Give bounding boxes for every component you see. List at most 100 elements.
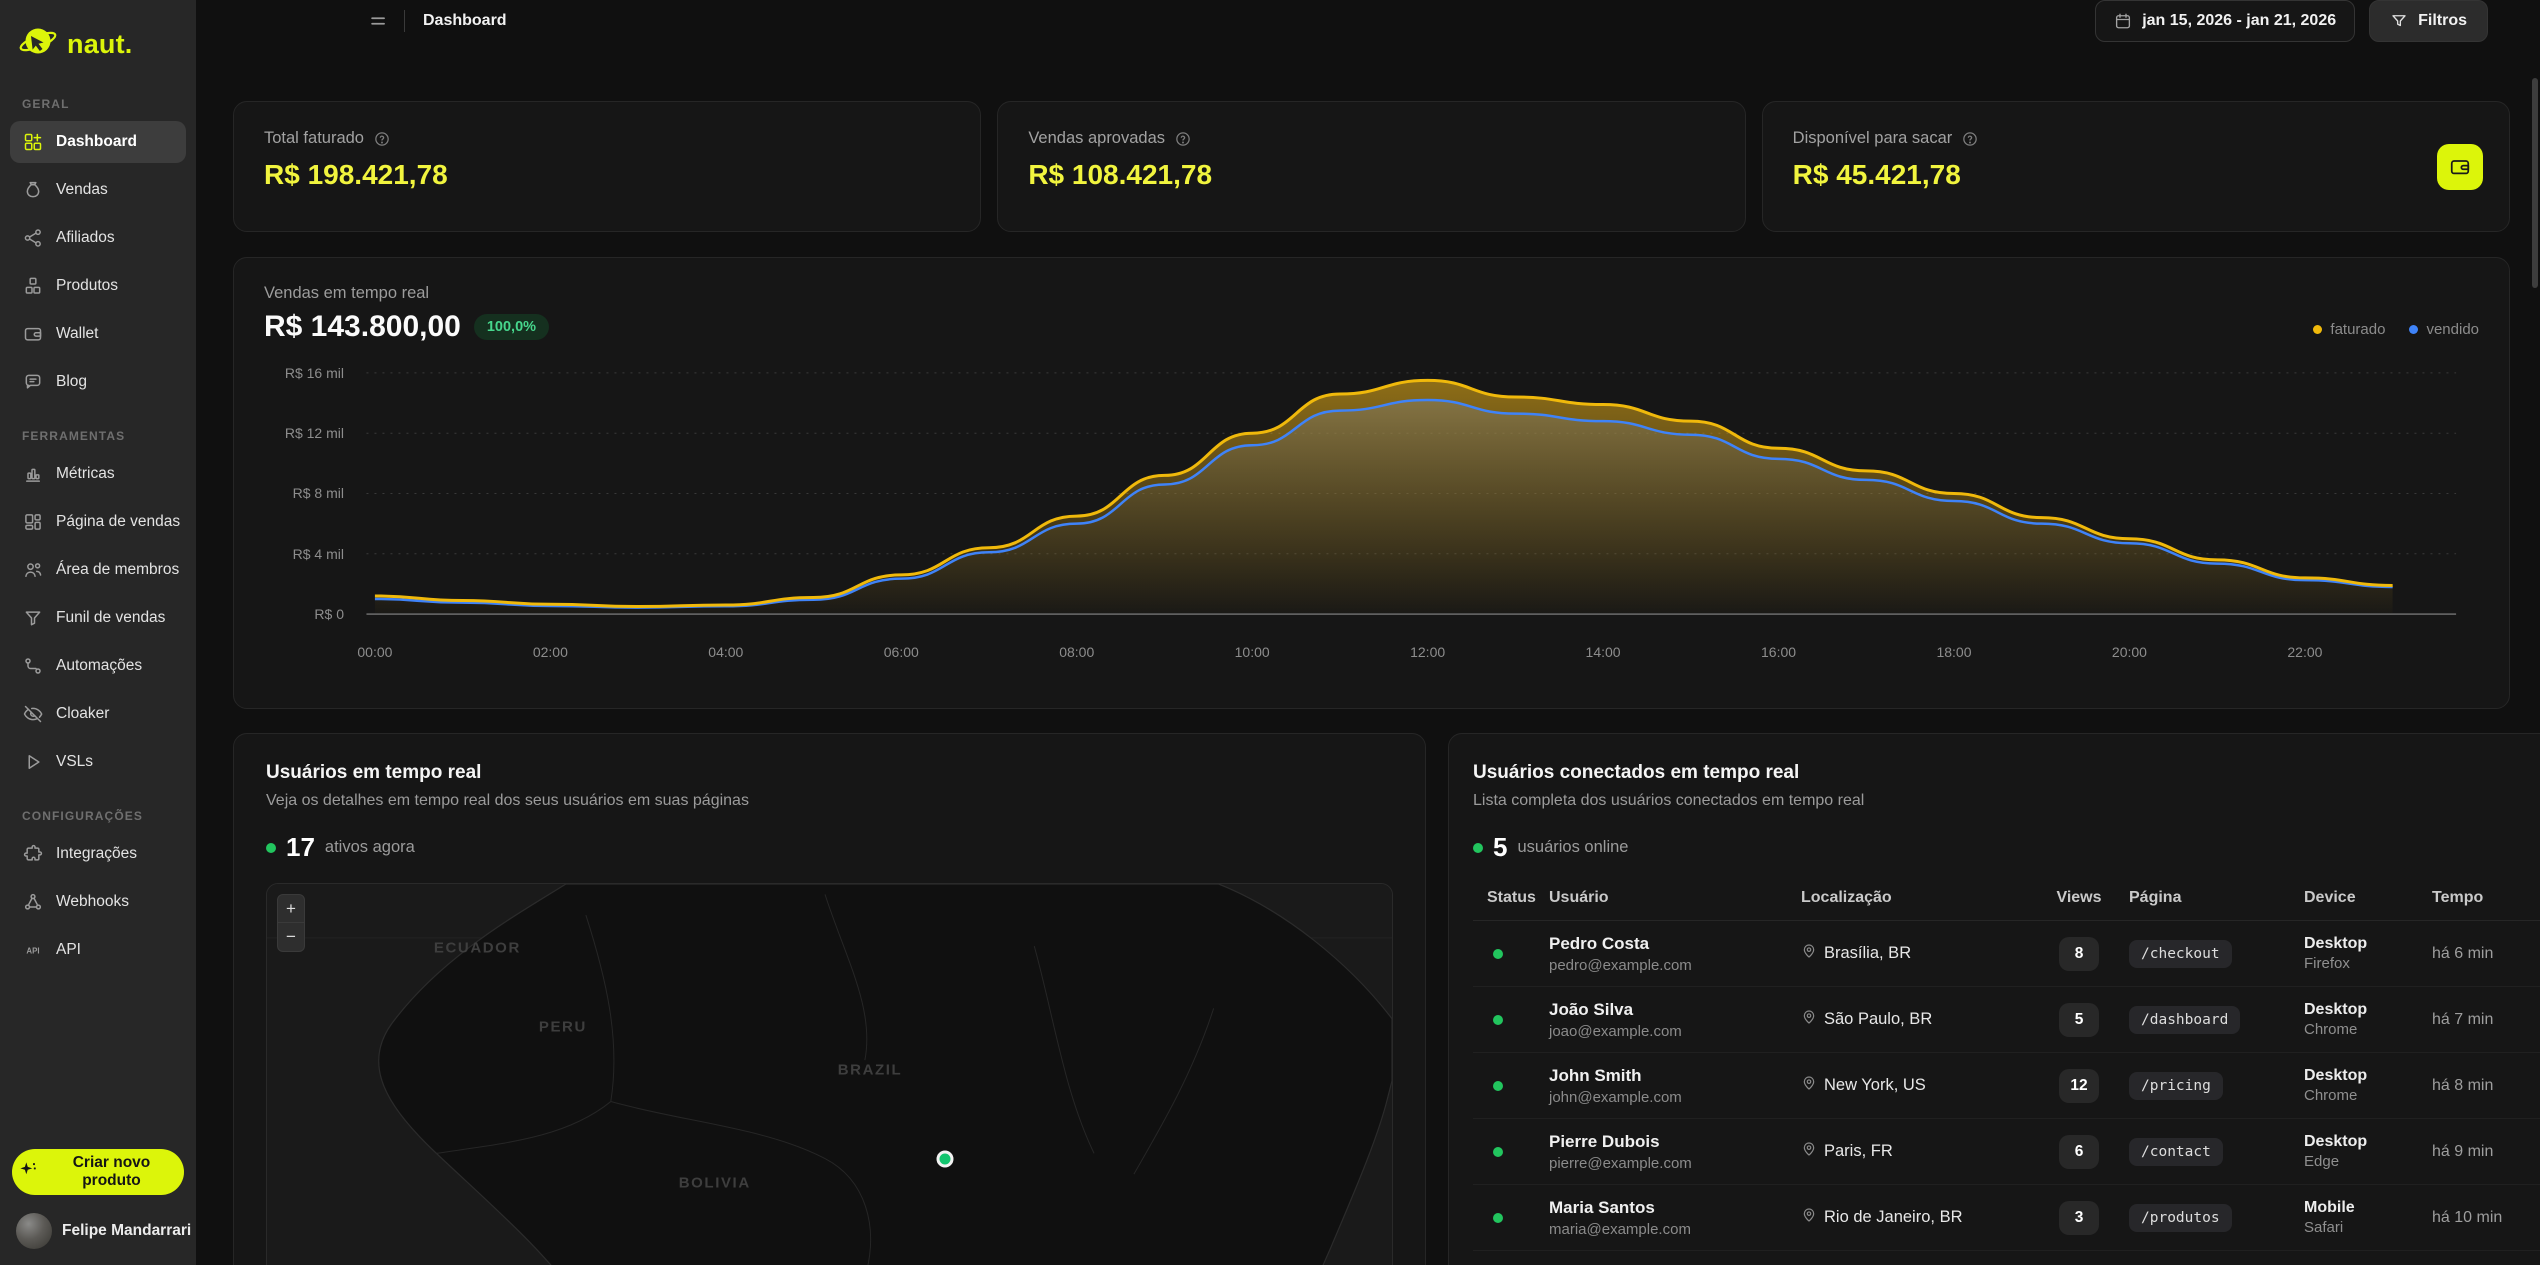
sidebar-item-dashboard[interactable]: Dashboard [10, 121, 186, 163]
filter-icon [2392, 15, 2406, 27]
bottom-row: Usuários em tempo real Veja os detalhes … [233, 733, 2540, 1265]
legend-label: vendido [2426, 321, 2479, 338]
device-type: Desktop [2304, 1067, 2368, 1084]
legend-item-faturado[interactable]: faturado [2313, 321, 2385, 338]
device-cell: Desktop Chrome [2304, 1067, 2432, 1104]
connected-users-card: Usuários conectados em tempo real Lista … [1448, 733, 2540, 1265]
sidebar-item-label: Webhooks [56, 893, 129, 910]
sidebar-item-funil-de-vendas[interactable]: Funil de vendas [10, 597, 186, 639]
zoom-in-button[interactable]: + [278, 895, 304, 923]
online-users-count: 5 [1493, 832, 1508, 862]
user-email: joao@example.com [1549, 1022, 1682, 1040]
map-country-label-ecuador: ECUADOR [433, 939, 521, 957]
sidebar-item-pagina-de-vendas[interactable]: Página de vendas [10, 501, 186, 543]
legend-dot [2409, 325, 2419, 334]
vendas-icon [23, 180, 43, 200]
page-cell: /contact [2129, 1137, 2304, 1166]
y-tick-label: R$ 8 mil [292, 485, 344, 502]
topbar: Dashboard jan 15, 2026 - jan 21, 2026 Fi… [196, 0, 2540, 42]
sidebar-item-label: VSLs [56, 753, 94, 770]
sidebar-item-blog[interactable]: Blog [10, 361, 186, 403]
connected-users-subtitle: Lista completa dos usuários conectados e… [1473, 792, 1865, 809]
page-cell: /produtos [2129, 1203, 2304, 1232]
map-pin-icon [1801, 1207, 1817, 1228]
date-range-button[interactable]: jan 15, 2026 - jan 21, 2026 [2095, 0, 2356, 42]
sidebar-item-wallet[interactable]: Wallet [10, 313, 186, 355]
active-users-suffix: ativos agora [324, 838, 415, 856]
table-header: Status Usuário Localização Views Página Devic… [1473, 875, 2540, 921]
page-cell: /dashboard [2129, 1005, 2304, 1034]
user-location-marker[interactable] [936, 1150, 954, 1168]
sidebar-toggle-icon[interactable] [368, 10, 390, 32]
column-header-pagina: Página [2129, 888, 2182, 906]
map-pin-icon [1801, 1075, 1817, 1096]
zoom-out-button[interactable]: − [286, 927, 296, 946]
sidebar-item-label: Wallet [56, 325, 99, 342]
automacoes-icon [23, 656, 43, 676]
chart-canvas[interactable] [358, 358, 2473, 626]
stat-value: R$ 45.421,78 [1792, 159, 1961, 190]
dashboard-icon [23, 132, 43, 152]
y-tick-label: R$ 16 mil [284, 364, 344, 381]
integracoes-icon [23, 844, 43, 864]
online-status-dot [1473, 842, 1483, 853]
sidebar-item-integracoes[interactable]: Integrações [10, 833, 186, 875]
sidebar-item-label: Métricas [56, 465, 115, 482]
views-badge: 8 [2059, 936, 2099, 971]
time-ago: há 6 min [2432, 944, 2494, 962]
connected-users-title: Usuários conectados em tempo real [1473, 762, 1800, 783]
stat-value: R$ 108.421,78 [1028, 159, 1213, 190]
sidebar-item-automacoes[interactable]: Automações [10, 645, 186, 687]
stat-value: R$ 198.421,78 [264, 159, 448, 190]
nav-section-label-geral: GERAL [22, 97, 70, 111]
device-type: Mobile [2304, 1199, 2355, 1216]
help-icon[interactable] [1174, 130, 1192, 148]
legend-item-vendido[interactable]: vendido [2409, 321, 2479, 338]
sidebar-item-cloaker[interactable]: Cloaker [10, 693, 186, 735]
sidebar-item-vendas[interactable]: Vendas [10, 169, 186, 211]
column-header-views: Views [2056, 888, 2102, 906]
create-product-button[interactable]: Criar novo produto [12, 1149, 184, 1195]
world-map[interactable]: + − ECUADOR PERU BRAZIL BOLIVIA [266, 883, 1393, 1265]
views-badge: 3 [2059, 1200, 2099, 1235]
user-name: Felipe Mandarrari [62, 1222, 192, 1239]
help-icon[interactable] [373, 130, 391, 148]
status-dot [1493, 1014, 1503, 1025]
table-body: Pedro Costa pedro@example.com Brasília, BR… [1473, 921, 2540, 1251]
page-cell: /pricing [2129, 1071, 2304, 1100]
views-cell: 5 [2029, 1002, 2129, 1037]
column-header-status: Status [1487, 888, 1536, 906]
sidebar-item-api[interactable]: API API [10, 929, 186, 971]
user-cell: Pedro Costa pedro@example.com [1549, 934, 1801, 974]
filters-label: Filtros [2418, 12, 2467, 29]
status-dot [1493, 948, 1503, 959]
sidebar-item-afiliados[interactable]: Afiliados [10, 217, 186, 259]
device-type: Desktop [2304, 935, 2368, 952]
sidebar-item-vsls[interactable]: VSLs [10, 741, 186, 783]
sidebar-item-webhooks[interactable]: Webhooks [10, 881, 186, 923]
withdraw-button[interactable] [2436, 143, 2483, 190]
stat-card-total-faturado: Total faturado R$ 198.421,78 [233, 101, 982, 232]
nav-section-label-configuracoes: CONFIGURAÇÕES [22, 809, 143, 823]
sidebar-item-metricas[interactable]: Métricas [10, 453, 186, 495]
sidebar-item-area-de-membros[interactable]: Área de membros [10, 549, 186, 591]
help-icon[interactable] [1961, 130, 1979, 148]
filters-button[interactable]: Filtros [2369, 0, 2488, 42]
sidebar-item-label: Blog [56, 373, 88, 390]
sidebar-item-label: Cloaker [56, 705, 110, 722]
device-browser: Firefox [2304, 955, 2350, 972]
location-cell: New York, US [1801, 1075, 2029, 1096]
wallet-icon [23, 324, 43, 344]
user-name: John Smith [1549, 1065, 1642, 1085]
location-cell: Brasília, BR [1801, 943, 2029, 964]
sidebar-item-label: Integrações [56, 845, 137, 862]
device-cell: Desktop Firefox [2304, 935, 2432, 972]
sidebar-item-produtos[interactable]: Produtos [10, 265, 186, 307]
online-status-dot [266, 842, 276, 853]
scrollbar-thumb[interactable] [2532, 78, 2538, 288]
views-cell: 3 [2029, 1200, 2129, 1235]
user-email: john@example.com [1549, 1088, 1682, 1106]
vsls-icon [23, 752, 43, 772]
user-menu[interactable]: Felipe Mandarrari [12, 1213, 191, 1249]
map-pin-icon [1801, 943, 1817, 964]
